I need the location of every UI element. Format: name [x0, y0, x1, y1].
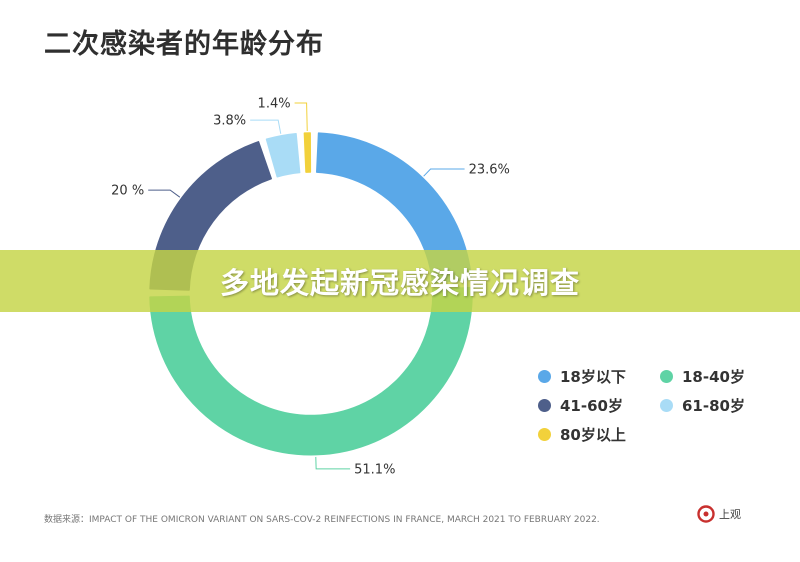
legend-swatch [660, 399, 673, 412]
legend-item-18-40: 18-40岁 [660, 366, 778, 387]
chart-title: 二次感染者的年龄分布 [44, 29, 324, 60]
logo-icon [697, 505, 715, 523]
headline-text: 多地发起新冠感染情况调查 [219, 266, 580, 300]
leader-line-over-80 [294, 102, 308, 132]
data-source-note: 数据来源：IMPACT OF THE OMICRON VARIANT ON SA… [44, 515, 600, 525]
chart-legend: 18岁以下 18-40岁 41-60岁 61-80岁 80岁以上 [538, 366, 778, 445]
legend-label: 41-60岁 [560, 397, 623, 415]
data-label-41-60: 20 % [111, 184, 144, 199]
legend-swatch [538, 428, 551, 441]
legend-swatch [660, 370, 673, 383]
leader-line-18-40 [315, 456, 351, 470]
donut-slice-over-80 [303, 132, 312, 173]
legend-swatch [538, 370, 551, 383]
data-label-over-80: 1.4% [258, 97, 291, 112]
legend-label: 61-80岁 [682, 397, 745, 415]
legend-item-41-60: 41-60岁 [538, 395, 660, 416]
legend-label: 18岁以下 [560, 368, 626, 386]
data-label-18-40: 51.1% [354, 462, 395, 477]
publisher-logo: 上观 [697, 505, 741, 523]
leader-line-under-18 [423, 168, 465, 177]
legend-item-over-80: 80岁以上 [538, 424, 660, 445]
leader-line-61-80 [250, 119, 282, 134]
donut-slice-61-80 [265, 132, 301, 178]
logo-text: 上观 [719, 508, 741, 521]
donut-slice-18-40 [149, 286, 473, 456]
legend-label: 80岁以上 [560, 426, 626, 444]
legend-swatch [538, 399, 551, 412]
leader-line-41-60 [148, 189, 181, 198]
legend-item-under-18: 18岁以下 [538, 366, 660, 387]
data-label-under-18: 23.6% [469, 162, 510, 177]
legend-item-61-80: 61-80岁 [660, 395, 778, 416]
legend-label: 18-40岁 [682, 368, 745, 386]
headline-banner: 多地发起新冠感染情况调查 [0, 250, 800, 312]
data-label-61-80: 3.8% [213, 114, 246, 129]
